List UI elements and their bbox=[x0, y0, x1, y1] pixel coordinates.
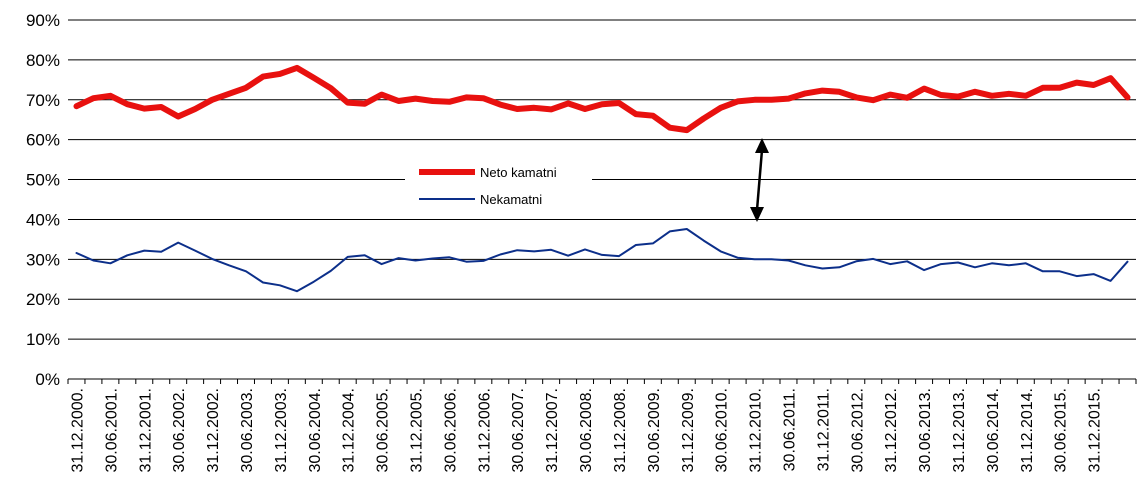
x-tick-label: 30.06.2012. bbox=[849, 388, 866, 473]
x-tick-label: 31.12.2014. bbox=[1019, 388, 1036, 473]
y-tick-label: 40% bbox=[26, 210, 60, 229]
x-tick-label: 30.06.2009. bbox=[646, 388, 663, 473]
y-axis-tick-labels: 0% 10% 20% 30% 40% 50% 60% 70% 80% 90% bbox=[26, 11, 60, 389]
x-tick-label: 31.12.2003. bbox=[273, 388, 290, 473]
series-lines bbox=[73, 64, 1131, 293]
y-tick-label: 90% bbox=[26, 11, 60, 30]
x-tick-label: 31.12.2004. bbox=[341, 388, 358, 473]
arrow-head-up bbox=[755, 138, 769, 153]
x-tick-label: 31.12.2007. bbox=[544, 388, 561, 473]
x-tick-label: 30.06.2002. bbox=[171, 388, 188, 473]
x-tick-label: 30.06.2006. bbox=[442, 388, 459, 473]
gap-annotation-arrow bbox=[750, 138, 769, 222]
x-tick-label: 31.12.2005. bbox=[409, 388, 426, 473]
y-tick-label: 80% bbox=[26, 51, 60, 70]
series-line-neto-kamatni bbox=[73, 64, 1131, 134]
x-tick-label: 31.12.2001. bbox=[137, 388, 154, 473]
x-tick-label: 30.06.2015. bbox=[1053, 388, 1070, 473]
arrow-head-down bbox=[750, 207, 764, 222]
x-tick-label: 30.06.2013. bbox=[917, 388, 934, 473]
x-tick-label: 31.12.2008. bbox=[612, 388, 629, 473]
x-tick-label: 31.12.2006. bbox=[476, 388, 493, 473]
y-tick-label: 0% bbox=[35, 370, 60, 389]
legend-label: Nekamatni bbox=[480, 192, 542, 207]
y-tick-label: 50% bbox=[26, 171, 60, 190]
x-tick-label: 31.12.2013. bbox=[951, 388, 968, 473]
x-tick-label: 31.12.2000. bbox=[69, 388, 86, 473]
x-axis-tick-labels: 31.12.2000. 30.06.2001. 31.12.2001. 30.06.2… bbox=[69, 388, 1103, 473]
x-tick-label: 31.12.2011. bbox=[815, 388, 832, 471]
x-tick-label: 30.06.2010. bbox=[714, 388, 731, 473]
y-tick-label: 20% bbox=[26, 290, 60, 309]
gridlines bbox=[68, 19, 1136, 340]
x-tick-label: 30.06.2014. bbox=[985, 388, 1002, 473]
y-tick-label: 30% bbox=[26, 250, 60, 269]
arrow-shaft bbox=[755, 149, 764, 211]
x-tick-label: 31.12.2009. bbox=[680, 388, 697, 473]
y-tick-label: 10% bbox=[26, 330, 60, 349]
x-tick-label: 31.12.2002. bbox=[205, 388, 222, 473]
y-tick-label: 60% bbox=[26, 131, 60, 150]
x-tick-label: 30.06.2004. bbox=[307, 388, 324, 473]
x-tick-label: 30.06.2007. bbox=[510, 388, 527, 473]
x-tick-label: 30.06.2005. bbox=[375, 388, 392, 473]
y-tick-label: 70% bbox=[26, 91, 60, 110]
x-tick-label: 30.06.2003. bbox=[239, 388, 256, 473]
x-axis bbox=[67, 378, 1137, 384]
legend-label: Neto kamatni bbox=[480, 165, 557, 180]
x-tick-label: 30.06.2008. bbox=[578, 388, 595, 473]
x-tick-label: 31.12.2012. bbox=[883, 388, 900, 473]
x-tick-label: 31.12.2010. bbox=[748, 388, 765, 473]
x-tick-label: 30.06.2011. bbox=[781, 388, 798, 471]
x-tick-label: 31.12.2015. bbox=[1087, 388, 1104, 473]
x-tick-label: 30.06.2001. bbox=[103, 388, 120, 473]
series-line-nekamatni bbox=[75, 228, 1129, 293]
legend: Neto kamatni Nekamatni bbox=[405, 163, 592, 211]
